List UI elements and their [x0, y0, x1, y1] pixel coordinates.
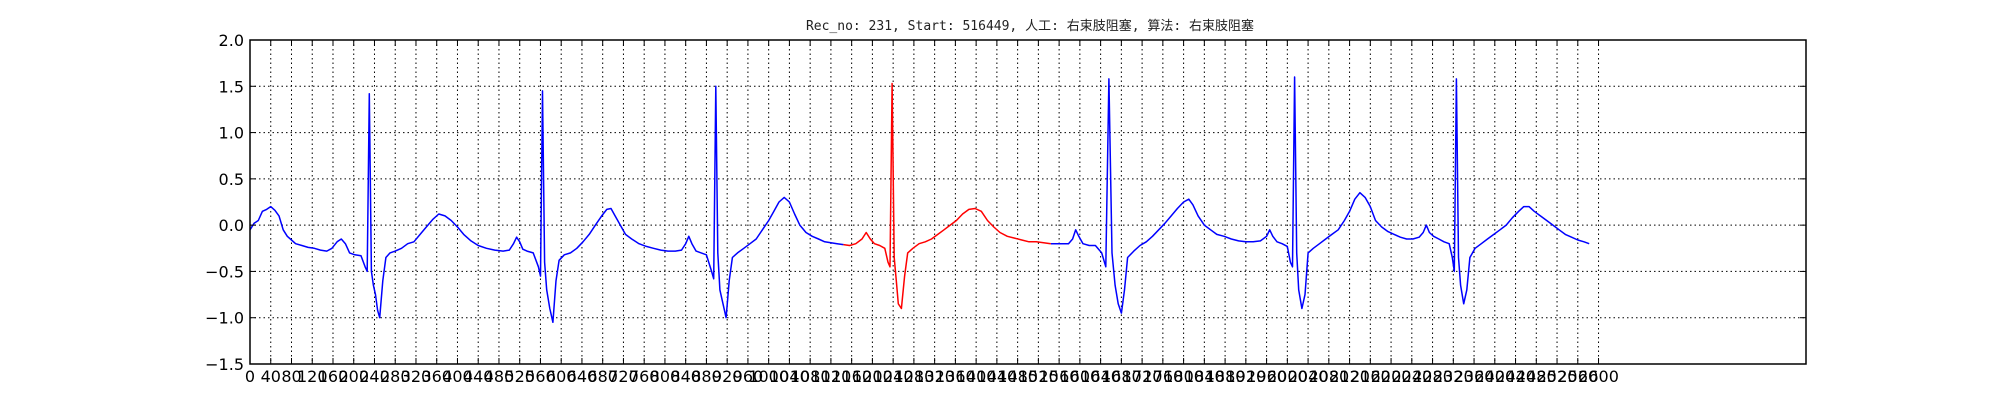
plot-frame [249, 39, 1807, 365]
x-tick-label: 160 [318, 367, 349, 386]
x-tick-label: 520 [504, 367, 535, 386]
x-tick-label: 1360 [935, 367, 976, 386]
x-tick-label: 1400 [956, 367, 997, 386]
x-tick-label: 2400 [1474, 367, 1515, 386]
x-tick-label: 720 [608, 367, 639, 386]
x-tick-label: 480 [484, 367, 515, 386]
chart-title: Rec_no: 231, Start: 516449, 人工: 右束肢阻塞, 算… [806, 18, 1254, 34]
x-tick-label: 400 [442, 367, 473, 386]
x-tick-label: 1480 [997, 367, 1038, 386]
x-tick-label: 2160 [1350, 367, 1391, 386]
x-tick-label: 2280 [1412, 367, 1453, 386]
x-tick-label: 2440 [1495, 367, 1536, 386]
x-tick-label: 800 [650, 367, 681, 386]
x-tick-label: 1280 [894, 367, 935, 386]
x-tick-label: 2360 [1454, 367, 1495, 386]
x-tick-label: 2080 [1308, 367, 1349, 386]
x-tick-label: 1080 [790, 367, 831, 386]
x-tick-label: 280 [380, 367, 411, 386]
x-tick-label: 1920 [1225, 367, 1266, 386]
x-tick-label: 1240 [873, 367, 914, 386]
x-tick-label: 1560 [1039, 367, 1080, 386]
ecg-trace-red [843, 82, 1051, 310]
x-tick-label: 80 [281, 367, 301, 386]
x-tick-label: 1720 [1122, 367, 1163, 386]
x-tick-label: 1960 [1246, 367, 1287, 386]
x-tick-label: 40 [261, 367, 281, 386]
y-tick-label: 2.0 [219, 31, 244, 50]
x-tick-label: 1120 [811, 367, 852, 386]
y-tick-label: −1.0 [205, 309, 244, 328]
x-tick-label: 2240 [1391, 367, 1432, 386]
x-tick-label: 2000 [1267, 367, 1308, 386]
x-tick-label: 960 [733, 367, 764, 386]
x-tick-label: 320 [401, 367, 432, 386]
x-tick-label: 1840 [1184, 367, 1225, 386]
x-tick-label: 640 [567, 367, 598, 386]
y-tick-label: 0.0 [219, 216, 244, 235]
y-tick-label: 1.5 [219, 77, 244, 96]
x-tick-label: 560 [525, 367, 556, 386]
x-tick-label: 2520 [1537, 367, 1578, 386]
y-tick-label: −0.5 [205, 262, 244, 281]
y-tick-label: −1.5 [205, 355, 244, 374]
x-tick-label: 1160 [831, 367, 872, 386]
x-tick-label: 1800 [1163, 367, 1204, 386]
x-tick-label: 1520 [1018, 367, 1059, 386]
y-axis-ticks: −1.5 −1.0 −0.5 0.0 0.5 1.0 1.5 2.0 [205, 31, 1806, 374]
x-tick-label: 1880 [1205, 367, 1246, 386]
x-tick-label: 2200 [1371, 367, 1412, 386]
x-tick-label: 2320 [1433, 367, 1474, 386]
x-tick-label: 600 [546, 367, 577, 386]
x-tick-label: 1600 [1060, 367, 1101, 386]
ecg-trace-blue [249, 85, 844, 324]
x-tick-label: 1040 [769, 367, 810, 386]
y-tick-label: 0.5 [219, 170, 244, 189]
x-tick-label: 0 [245, 367, 255, 386]
x-tick-label: 120 [297, 367, 328, 386]
x-tick-label: 760 [629, 367, 660, 386]
x-tick-label: 840 [670, 367, 701, 386]
x-tick-label: 1760 [1142, 367, 1183, 386]
ecg-trace-blue [1050, 76, 1590, 314]
x-tick-label: 440 [463, 367, 494, 386]
grid-lines [249, 39, 1806, 365]
x-tick-label: 1000 [748, 367, 789, 386]
x-tick-label: 1320 [914, 367, 955, 386]
x-tick-label: 680 [587, 367, 618, 386]
x-tick-label: 2480 [1516, 367, 1557, 386]
x-tick-label: 2560 [1557, 367, 1598, 386]
x-tick-label: 1680 [1101, 367, 1142, 386]
x-tick-label: 2600 [1578, 367, 1619, 386]
x-tick-label: 200 [338, 367, 369, 386]
x-tick-label: 1200 [852, 367, 893, 386]
series-layer [249, 76, 1590, 324]
x-tick-label: 920 [712, 367, 743, 386]
x-axis-ticks: 0 40 8012016020024028032036040044048052056… [245, 40, 1619, 386]
x-tick-label: 240 [359, 367, 390, 386]
x-tick-label: 2120 [1329, 367, 1370, 386]
x-tick-label: 2040 [1288, 367, 1329, 386]
x-tick-label: 880 [691, 367, 722, 386]
x-tick-label: 1440 [977, 367, 1018, 386]
y-tick-label: 1.0 [219, 124, 244, 143]
x-tick-label: 1640 [1080, 367, 1121, 386]
x-tick-label: 360 [421, 367, 452, 386]
